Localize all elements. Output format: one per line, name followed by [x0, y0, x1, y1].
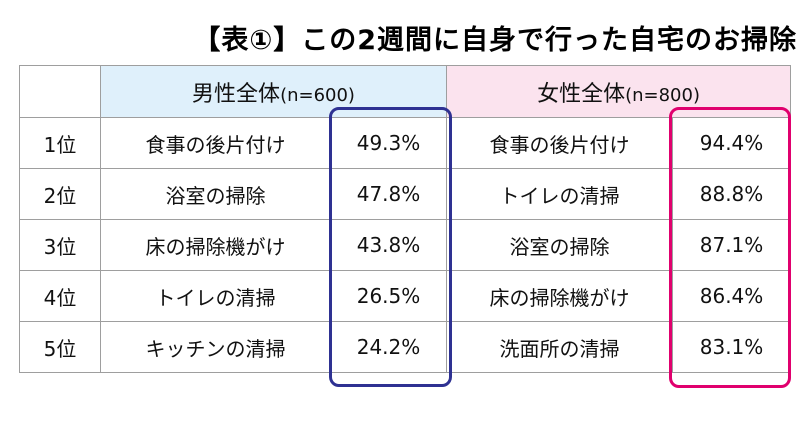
female-header-label: 女性全体 [537, 81, 626, 107]
ranking-table: 男性全体(n=600) 女性全体(n=800) 1位 食事の後片付け 49.3% 食事… [19, 65, 792, 373]
female-percent-cell: 87.1% [672, 219, 792, 271]
female-item-cell: 床の掃除機がけ [446, 270, 674, 322]
rank-cell: 2位 [19, 168, 101, 220]
rank-cell: 4位 [19, 270, 101, 322]
table-row: 4位 トイレの清掃 26.5% 床の掃除機がけ 86.4% [19, 270, 792, 322]
female-item-cell: 浴室の掃除 [446, 219, 674, 271]
female-header-n: (n=800) [625, 84, 700, 106]
table-row: 5位 キッチンの清掃 24.2% 洗面所の清掃 83.1% [19, 321, 792, 373]
rank-cell: 3位 [19, 219, 101, 271]
male-percent-cell: 43.8% [329, 219, 448, 271]
female-item-cell: 洗面所の清掃 [446, 321, 674, 373]
female-percent-cell: 88.8% [672, 168, 792, 220]
table-row: 1位 食事の後片付け 49.3% 食事の後片付け 94.4% [19, 117, 792, 169]
male-item-cell: 床の掃除機がけ [100, 219, 331, 271]
male-item-cell: 浴室の掃除 [100, 168, 331, 220]
table-row: 3位 床の掃除機がけ 43.8% 浴室の掃除 87.1% [19, 219, 792, 271]
male-percent-cell: 47.8% [329, 168, 448, 220]
female-item-cell: 食事の後片付け [446, 117, 674, 169]
male-item-cell: 食事の後片付け [100, 117, 331, 169]
male-item-cell: トイレの清掃 [100, 270, 331, 322]
male-percent-cell: 24.2% [329, 321, 448, 373]
rank-header-cell [19, 65, 101, 118]
male-item-cell: キッチンの清掃 [100, 321, 331, 373]
male-header-label: 男性全体 [192, 81, 281, 107]
table-header-row: 男性全体(n=600) 女性全体(n=800) [19, 65, 792, 118]
chart-title: 【表①】この2週間に自身で行った自宅のお掃除 [193, 25, 797, 56]
female-percent-cell: 94.4% [672, 117, 792, 169]
female-percent-cell: 83.1% [672, 321, 792, 373]
male-header-n: (n=600) [280, 84, 355, 106]
table-row: 2位 浴室の掃除 47.8% トイレの清掃 88.8% [19, 168, 792, 220]
table-body: 1位 食事の後片付け 49.3% 食事の後片付け 94.4% 2位 浴室の掃除 47.8% トイ… [19, 117, 792, 373]
rank-cell: 5位 [19, 321, 101, 373]
female-percent-cell: 86.4% [672, 270, 792, 322]
female-item-cell: トイレの清掃 [446, 168, 674, 220]
male-header: 男性全体(n=600) [99, 65, 448, 118]
male-percent-cell: 49.3% [329, 117, 448, 169]
female-header: 女性全体(n=800) [446, 65, 792, 118]
male-percent-cell: 26.5% [329, 270, 448, 322]
rank-cell: 1位 [19, 117, 101, 169]
